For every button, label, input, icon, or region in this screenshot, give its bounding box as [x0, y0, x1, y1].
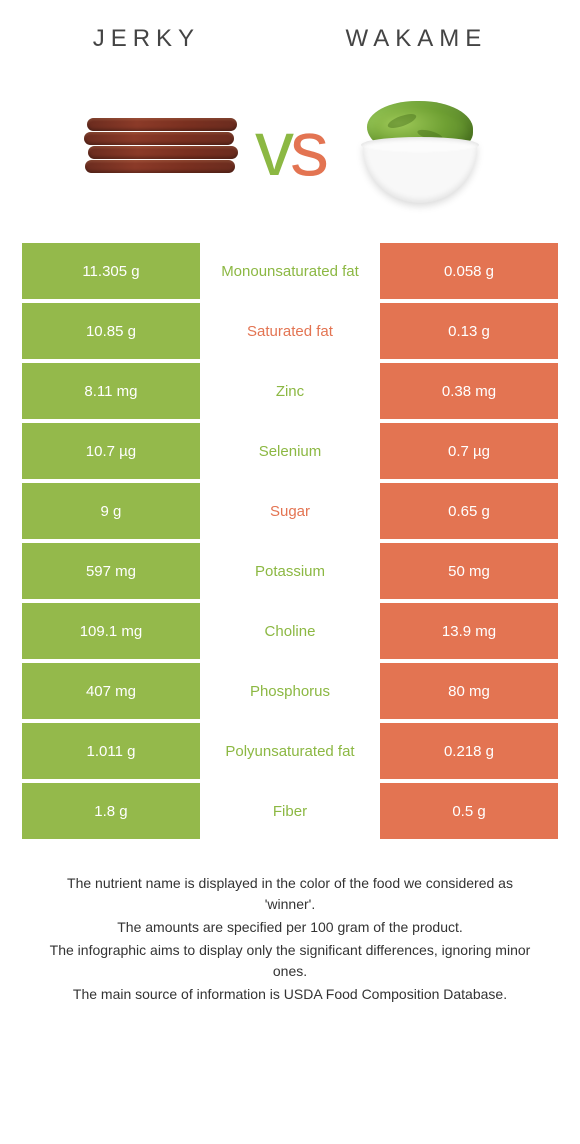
table-row: 11.305 gMonounsaturated fat0.058 g — [22, 243, 558, 299]
cell-right-value: 0.5 g — [380, 783, 558, 839]
cell-nutrient-label: Choline — [200, 603, 380, 659]
cell-left-value: 11.305 g — [22, 243, 200, 299]
table-row: 9 gSugar0.65 g — [22, 483, 558, 539]
table-row: 407 mgPhosphorus80 mg — [22, 663, 558, 719]
cell-nutrient-label: Zinc — [200, 363, 380, 419]
vs-label: vs — [255, 103, 325, 194]
vs-s-letter: s — [290, 103, 325, 194]
table-row: 10.7 µgSelenium0.7 µg — [22, 423, 558, 479]
cell-right-value: 13.9 mg — [380, 603, 558, 659]
footer-line: The main source of information is USDA F… — [40, 984, 540, 1005]
cell-right-value: 0.218 g — [380, 723, 558, 779]
cell-right-value: 0.7 µg — [380, 423, 558, 479]
cell-right-value: 0.38 mg — [380, 363, 558, 419]
cell-left-value: 10.85 g — [22, 303, 200, 359]
cell-left-value: 1.011 g — [22, 723, 200, 779]
cell-right-value: 50 mg — [380, 543, 558, 599]
cell-left-value: 407 mg — [22, 663, 200, 719]
footer-line: The amounts are specified per 100 gram o… — [40, 917, 540, 938]
cell-left-value: 1.8 g — [22, 783, 200, 839]
food-left-title: Jerky — [93, 25, 200, 53]
cell-left-value: 597 mg — [22, 543, 200, 599]
header: Jerky Wakame — [0, 0, 580, 63]
table-row: 109.1 mgCholine13.9 mg — [22, 603, 558, 659]
vs-v-letter: v — [255, 103, 290, 194]
cell-right-value: 0.058 g — [380, 243, 558, 299]
table-row: 10.85 gSaturated fat0.13 g — [22, 303, 558, 359]
cell-nutrient-label: Sugar — [200, 483, 380, 539]
cell-nutrient-label: Fiber — [200, 783, 380, 839]
table-row: 1.011 gPolyunsaturated fat0.218 g — [22, 723, 558, 779]
cell-left-value: 8.11 mg — [22, 363, 200, 419]
cell-nutrient-label: Saturated fat — [200, 303, 380, 359]
food-right-title: Wakame — [345, 25, 487, 53]
cell-right-value: 0.13 g — [380, 303, 558, 359]
cell-nutrient-label: Phosphorus — [200, 663, 380, 719]
cell-left-value: 9 g — [22, 483, 200, 539]
cell-nutrient-label: Potassium — [200, 543, 380, 599]
cell-left-value: 10.7 µg — [22, 423, 200, 479]
footer-notes: The nutrient name is displayed in the co… — [0, 843, 580, 1037]
footer-line: The infographic aims to display only the… — [40, 940, 540, 982]
wakame-image — [345, 83, 495, 213]
footer-line: The nutrient name is displayed in the co… — [40, 873, 540, 915]
table-row: 597 mgPotassium50 mg — [22, 543, 558, 599]
cell-right-value: 80 mg — [380, 663, 558, 719]
table-row: 8.11 mgZinc0.38 mg — [22, 363, 558, 419]
cell-left-value: 109.1 mg — [22, 603, 200, 659]
comparison-table: 11.305 gMonounsaturated fat0.058 g10.85 … — [22, 243, 558, 839]
cell-nutrient-label: Monounsaturated fat — [200, 243, 380, 299]
hero-row: vs — [0, 63, 580, 243]
jerky-image — [85, 83, 235, 213]
cell-nutrient-label: Polyunsaturated fat — [200, 723, 380, 779]
cell-right-value: 0.65 g — [380, 483, 558, 539]
table-row: 1.8 gFiber0.5 g — [22, 783, 558, 839]
cell-nutrient-label: Selenium — [200, 423, 380, 479]
